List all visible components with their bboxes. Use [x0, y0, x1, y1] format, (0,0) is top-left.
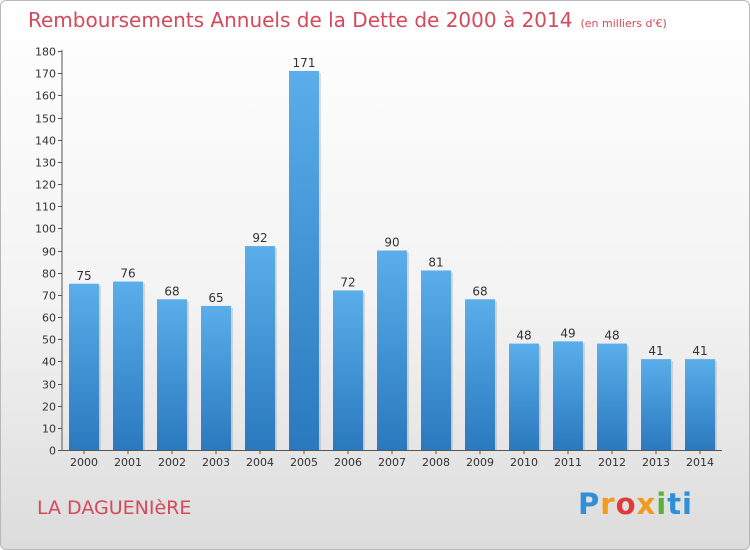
x-tick-label-2003: 2003 — [202, 456, 230, 469]
bar-2011 — [553, 341, 583, 450]
x-tick-label-2009: 2009 — [466, 456, 494, 469]
bar-2009 — [465, 299, 495, 450]
value-label-2012: 48 — [604, 329, 619, 343]
x-tick-label-2011: 2011 — [554, 456, 582, 469]
chart-axes: 0 10 20 30 40 50 60 70 80 90 100 110 120 130 140 150 160… — [35, 46, 722, 458]
x-tick-label-2013: 2013 — [642, 456, 670, 469]
bar-2001 — [113, 281, 143, 450]
value-label-2003: 65 — [208, 291, 223, 305]
y-tick-label: 10 — [42, 423, 56, 436]
bar-2000 — [69, 283, 99, 450]
y-tick-label: 30 — [42, 379, 56, 392]
bar-2005 — [289, 70, 319, 450]
value-label-2002: 68 — [164, 284, 179, 298]
x-tick-label-2007: 2007 — [378, 456, 406, 469]
value-label-2001: 76 — [120, 267, 135, 281]
y-tick-label: 20 — [42, 401, 56, 414]
y-tick-label: 40 — [42, 356, 56, 369]
logo-letter-1: P — [578, 487, 601, 521]
bar-2006 — [333, 290, 363, 450]
y-tick-label: 160 — [35, 90, 56, 103]
value-label-2011: 49 — [560, 326, 575, 340]
logo-letter-6: ti — [667, 487, 693, 521]
chart-bars — [69, 70, 717, 450]
bar-2013 — [641, 359, 671, 450]
logo-letter-4: x — [636, 487, 657, 521]
value-label-2010: 48 — [516, 329, 531, 343]
y-tick-label: 110 — [35, 201, 56, 214]
x-tick-label-2008: 2008 — [422, 456, 450, 469]
y-tick-label: 130 — [35, 157, 56, 170]
x-tick-label-2010: 2010 — [510, 456, 538, 469]
y-tick-label: 180 — [35, 46, 56, 59]
logo-letter-5: i — [656, 487, 668, 521]
value-label-2004: 92 — [252, 231, 267, 245]
value-label-2007: 90 — [384, 236, 399, 250]
x-tick-label-2002: 2002 — [158, 456, 186, 469]
bar-2004 — [245, 246, 275, 450]
value-label-2000: 75 — [76, 269, 91, 283]
chart-title: Remboursements Annuels de la Dette de 20… — [28, 8, 667, 32]
y-tick-label: 50 — [42, 334, 56, 347]
x-tick-label-2004: 2004 — [246, 456, 274, 469]
x-tick-label-2000: 2000 — [70, 456, 98, 469]
chart-unit: (en milliers d'€) — [580, 17, 667, 30]
chart-labels: 75 2000 76 2001 68 2002 65 2003 92 2004 171 2005 72 2… — [70, 56, 714, 469]
bar-2008 — [421, 270, 451, 450]
value-label-2009: 68 — [472, 284, 487, 298]
x-tick-label-2005: 2005 — [290, 456, 318, 469]
bar-2014 — [685, 359, 715, 450]
y-tick-label: 80 — [42, 268, 56, 281]
logo-letter-3: o — [615, 487, 637, 521]
value-label-2013: 41 — [648, 344, 663, 358]
commune-name: LA DAGUENIèRE — [37, 497, 192, 519]
y-tick-label: 170 — [35, 68, 56, 81]
value-label-2005: 171 — [293, 56, 316, 70]
value-label-2014: 41 — [692, 344, 707, 358]
y-tick-label: 0 — [49, 445, 56, 458]
x-tick-label-2001: 2001 — [114, 456, 142, 469]
logo-letter-2: r — [600, 487, 616, 521]
y-tick-label: 100 — [35, 223, 56, 236]
bar-2012 — [597, 343, 627, 450]
bar-2007 — [377, 250, 407, 450]
y-tick-label: 150 — [35, 113, 56, 126]
x-tick-label-2012: 2012 — [598, 456, 626, 469]
y-tick-label: 120 — [35, 179, 56, 192]
y-tick-label: 60 — [42, 312, 56, 325]
bar-2002 — [157, 299, 187, 450]
x-tick-label-2014: 2014 — [686, 456, 714, 469]
bar-2010 — [509, 343, 539, 450]
value-label-2008: 81 — [428, 255, 443, 269]
bar-2003 — [201, 305, 231, 450]
value-label-2006: 72 — [340, 275, 355, 289]
y-tick-label: 70 — [42, 290, 56, 303]
y-tick-label: 90 — [42, 246, 56, 259]
proxiti-logo: Proxiti — [578, 487, 693, 521]
y-tick-label: 140 — [35, 135, 56, 148]
chart-title-text: Remboursements Annuels de la Dette de 20… — [28, 8, 573, 32]
x-tick-label-2006: 2006 — [334, 456, 362, 469]
